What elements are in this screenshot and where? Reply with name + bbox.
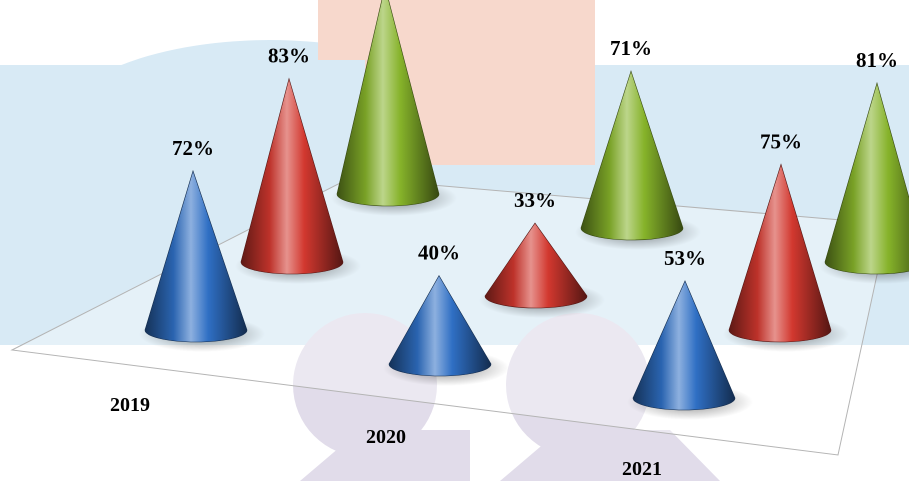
data-label: 71% (610, 36, 652, 60)
cone-mark (388, 274, 492, 377)
cone-mark (824, 81, 909, 275)
cone-mark (632, 280, 736, 411)
watermark-circle (506, 313, 650, 457)
data-label: 40% (418, 241, 460, 265)
category-label: 2021 (622, 458, 662, 480)
cone-mark (580, 70, 684, 241)
cone-2020-s2: 33% (479, 188, 605, 318)
data-label: 83% (268, 44, 310, 68)
data-label: 53% (664, 246, 706, 270)
cone-mark (336, 0, 440, 207)
category-axis: 2019 2020 2021 (110, 394, 662, 480)
category-label: 2020 (366, 426, 406, 448)
cone-2021-s2: 75% (723, 129, 849, 352)
data-label: 33% (514, 188, 556, 212)
watermark-block (300, 430, 470, 481)
cone-2019-s1: 72% (139, 136, 265, 352)
cone-mark (484, 222, 588, 309)
data-label: 81% (856, 48, 898, 72)
cone-mark (240, 77, 344, 275)
cone-2020-s1: 40% (383, 241, 509, 386)
cone-2019-s3: 94% (331, 0, 457, 216)
watermark-block (500, 430, 720, 481)
cone-mark (144, 169, 248, 343)
plot-area: 94% 71% 83% 81% 33% 72% 75% 40% 53% (139, 0, 909, 420)
cone-2021-s1: 53% (627, 246, 753, 420)
cone-mark (728, 163, 832, 343)
cone-2021-s3: 81% (819, 48, 909, 284)
cone-2020-s3: 71% (575, 36, 701, 250)
data-label: 75% (760, 129, 802, 153)
category-label: 2019 (110, 394, 150, 416)
cone-2019-s2: 83% (235, 44, 361, 284)
data-label: 72% (172, 136, 214, 160)
